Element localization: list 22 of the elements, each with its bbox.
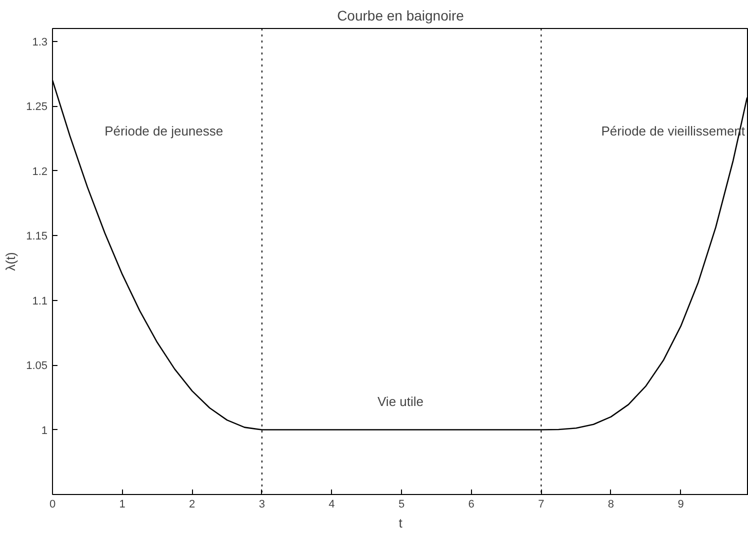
x-tick-label: 4 (328, 498, 335, 510)
y-tick-label: 1.15 (26, 230, 48, 243)
y-tick-label: 1 (41, 424, 48, 437)
x-tick-label: 8 (608, 498, 614, 510)
x-tick-label: 2 (189, 498, 196, 510)
y-tick-label: 1.1 (32, 295, 48, 308)
y-tick-label: 1.25 (26, 101, 48, 114)
y-tick-label: 1.3 (32, 36, 48, 48)
y-tick-label: 1.2 (32, 166, 48, 178)
x-tick-label: 7 (538, 498, 544, 510)
chart-title: Courbe en baignoire (337, 8, 464, 24)
x-tick-label: 1 (119, 498, 126, 510)
x-tick-label: 6 (468, 498, 474, 510)
x-tick-label: 5 (398, 498, 405, 510)
y-tick-label: 1.05 (26, 360, 48, 372)
annotation: Vie utile (377, 394, 424, 409)
x-axis-title: t (398, 516, 403, 530)
x-tick-label: 0 (49, 498, 56, 510)
y-axis-title: λ(t) (3, 252, 18, 271)
annotation: Période de jeunesse (104, 124, 224, 139)
x-tick-label: 3 (258, 498, 265, 510)
x-tick-label: 9 (678, 498, 684, 510)
